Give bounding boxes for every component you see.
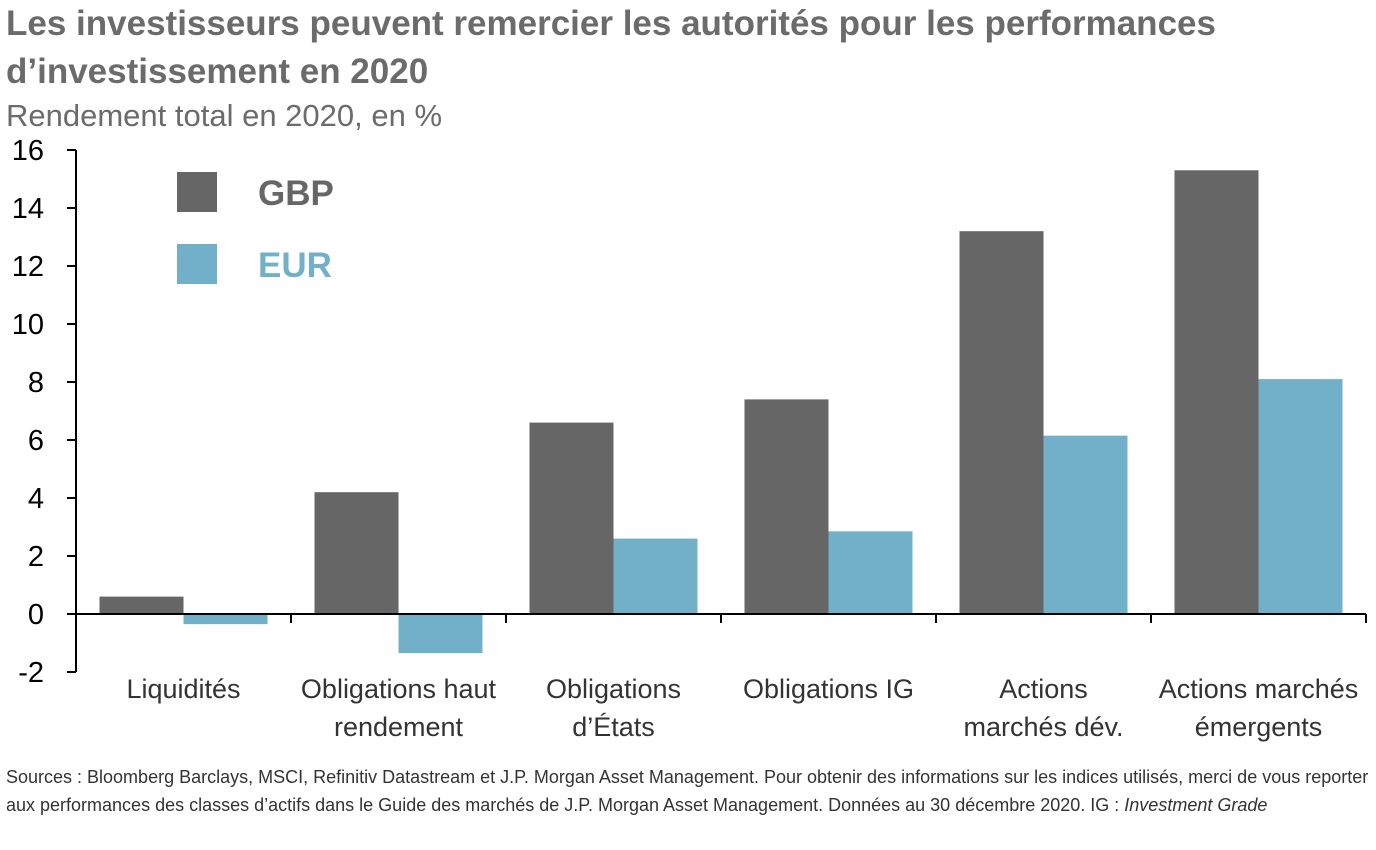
x-tick-label-line: Liquidités [126, 674, 240, 704]
bar-eur-3 [828, 531, 913, 614]
bar-chart: -2 0 2 4 6 8 10 12 14 16 Liquidités Obligations hau… [12, 135, 1367, 742]
bar-gbp-4 [959, 231, 1044, 614]
bar-gbp-2 [529, 422, 614, 614]
y-tick-label: 14 [12, 193, 44, 225]
y-tick-label: 16 [12, 135, 44, 167]
bar-eur-5 [1258, 379, 1343, 614]
bar-gbp-0 [99, 596, 184, 614]
bar-eur-1 [398, 614, 483, 654]
y-tick-label: 12 [12, 251, 44, 283]
y-tick-label: 2 [28, 541, 44, 573]
source-italic: Investment Grade [1124, 795, 1268, 815]
y-tick-label: 0 [28, 599, 44, 631]
bar-eur-4 [1043, 435, 1128, 614]
y-tick-label: 4 [28, 483, 44, 515]
chart-subtitle: Rendement total en 2020, en % [6, 98, 443, 133]
x-tick-label-line: marchés dév. [963, 712, 1123, 742]
bar-gbp-1 [314, 492, 399, 614]
x-tick-label: Liquidités [126, 674, 240, 704]
y-tick-label: -2 [18, 657, 44, 689]
x-tick-label: Actions marchés dév. [963, 674, 1123, 742]
x-tick-label: Obligations IG [743, 674, 914, 704]
legend-label-eur: EUR [258, 246, 332, 285]
bar-eur-0 [183, 614, 268, 625]
x-tick-label-line: Obligations haut [301, 674, 497, 704]
bar-eur-2 [613, 538, 698, 614]
bar-gbp-3 [744, 399, 829, 614]
chart-title: Les investisseurs peuvent remercier les … [6, 4, 1216, 91]
x-tick-label: Obligations d’États [546, 674, 681, 742]
x-tick-label-line: Actions [999, 674, 1088, 704]
x-tick-label-line: d’États [572, 712, 655, 742]
bars-layer [99, 170, 1343, 654]
source-note: Sources : Bloomberg Barclays, MSCI, Refi… [6, 763, 1370, 819]
legend-swatch-eur [177, 244, 217, 284]
x-tick-label-line: Actions marchés [1159, 674, 1359, 704]
axes-layer: -2 0 2 4 6 8 10 12 14 16 Liquidités Obligations hau… [12, 135, 1367, 742]
legend: GBP EUR [177, 172, 334, 285]
x-tick-label: Obligations haut rendement [301, 674, 497, 742]
x-tick-label: Actions marchés émergents [1159, 674, 1359, 742]
x-tick-label-line: rendement [334, 712, 464, 742]
x-tick-label-line: Obligations IG [743, 674, 914, 704]
legend-label-gbp: GBP [258, 174, 334, 213]
y-tick-label: 6 [28, 425, 44, 457]
y-tick-label: 8 [28, 367, 44, 399]
legend-swatch-gbp [177, 172, 217, 212]
bar-gbp-5 [1174, 170, 1259, 615]
x-tick-label-line: Obligations [546, 674, 681, 704]
x-tick-label-line: émergents [1195, 712, 1323, 742]
source-text: Sources : Bloomberg Barclays, MSCI, Refi… [6, 767, 1369, 815]
y-tick-label: 10 [12, 309, 44, 341]
